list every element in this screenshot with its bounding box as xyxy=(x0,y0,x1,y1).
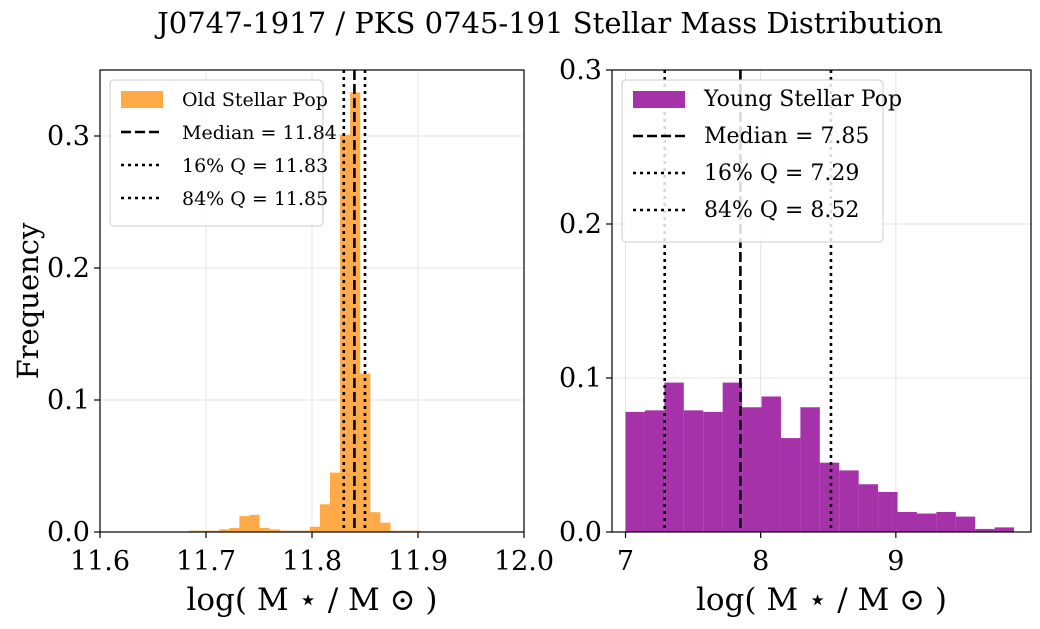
histogram-bar xyxy=(259,528,270,532)
x-tick-label: 11.7 xyxy=(176,546,236,577)
histogram-bar xyxy=(319,504,331,532)
legend-label: Old Stellar Pop xyxy=(182,89,328,111)
histogram-bar xyxy=(878,491,898,532)
x-axis-label: log( M ⋆ / M ⊙ ) xyxy=(186,582,437,618)
histogram-bar xyxy=(360,373,371,532)
legend-box xyxy=(621,79,884,243)
histogram-bar xyxy=(780,438,801,532)
figure-title: J0747-1917 / PKS 0745-191 Stellar Mass D… xyxy=(154,6,943,40)
histogram-bar xyxy=(289,530,300,532)
y-tick-label: 0.2 xyxy=(559,209,602,240)
histogram-bar xyxy=(370,512,381,532)
histogram-bar xyxy=(819,462,840,532)
panel-old-stellar-pop: 11.6 11.7 11.8 11.9 12.0 0.0 0.1 0.2 0.3 log( M ⋆… xyxy=(11,69,554,618)
y-tick-label: 0.0 xyxy=(559,517,602,548)
histogram-bar xyxy=(199,530,210,532)
legend-label: 84% Q = 8.52 xyxy=(704,198,859,223)
histogram-bar xyxy=(625,411,645,532)
legend-label: 16% Q = 11.83 xyxy=(182,155,328,177)
x-tick-label: 11.6 xyxy=(70,546,130,577)
axes-frame xyxy=(611,69,1032,533)
histogram-bar xyxy=(897,511,917,532)
histogram-bar xyxy=(279,530,290,532)
histogram-bar xyxy=(916,513,937,532)
histogram-bar xyxy=(400,530,411,532)
histogram-bar xyxy=(269,529,280,532)
histogram-bar xyxy=(340,134,351,532)
y-tick-label: 0.3 xyxy=(559,55,602,86)
histogram-bar xyxy=(703,411,723,532)
histogram-bar xyxy=(994,527,1015,532)
histogram-bar xyxy=(683,410,704,532)
legend-patch xyxy=(121,91,163,108)
histogram-bar xyxy=(839,470,859,532)
x-tick-label: 7 xyxy=(617,546,634,577)
y-tick-label: 0.2 xyxy=(47,253,90,284)
y-tick-label: 0.3 xyxy=(47,121,90,152)
histogram-bar xyxy=(229,528,240,532)
y-tick-label: 0.0 xyxy=(47,517,90,548)
histogram-bar xyxy=(380,522,391,532)
legend-label: Median = 7.85 xyxy=(704,124,869,149)
legend: Old Stellar Pop Median = 11.84 16% Q = 11.… xyxy=(109,79,337,227)
histogram-bar xyxy=(330,472,341,532)
x-tick-label: 11.8 xyxy=(282,546,342,577)
legend: Young Stellar Pop Median = 7.85 16% Q = 7.… xyxy=(621,79,902,243)
y-tick-label: 0.1 xyxy=(559,363,602,394)
histogram-bar xyxy=(761,396,781,532)
legend-patch xyxy=(633,91,685,108)
histogram-bar xyxy=(299,530,310,532)
histogram-bar xyxy=(858,484,879,532)
legend-label: 84% Q = 11.85 xyxy=(182,188,328,210)
histogram-bar xyxy=(309,526,320,532)
legend-box xyxy=(109,79,324,227)
histogram-bar xyxy=(189,530,200,532)
histogram-bar xyxy=(800,407,820,532)
y-axis-label: Frequency xyxy=(11,222,45,379)
histogram-bar xyxy=(664,382,684,532)
x-tick-label: 12.0 xyxy=(494,546,554,577)
histogram-bar xyxy=(742,407,762,532)
histogram-bar xyxy=(209,530,220,532)
histogram-bar xyxy=(644,410,665,532)
x-tick-label: 9 xyxy=(887,546,904,577)
x-tick-label: 8 xyxy=(752,546,769,577)
histogram-bar xyxy=(410,530,421,532)
y-tick-label: 0.1 xyxy=(47,385,90,416)
histogram-bar xyxy=(249,514,260,532)
legend-label: Young Stellar Pop xyxy=(703,87,902,112)
x-tick-label: 11.9 xyxy=(388,546,448,577)
histogram-bar xyxy=(936,511,956,532)
legend-label: Median = 11.84 xyxy=(182,122,337,144)
histogram-bar xyxy=(219,529,230,532)
histogram-bar xyxy=(722,382,743,532)
x-axis-label: log( M ⋆ / M ⊙ ) xyxy=(696,582,947,618)
panel-young-stellar-pop: 7 8 9 0.0 0.1 0.2 0.3 log( M ⋆ / M ⊙ ) Young Ste… xyxy=(559,55,1032,618)
histogram-bar xyxy=(239,516,250,532)
histogram-bar xyxy=(390,530,401,532)
legend-label: 16% Q = 7.29 xyxy=(704,161,859,186)
histogram-bar xyxy=(955,516,976,532)
histogram-bar xyxy=(975,528,995,532)
